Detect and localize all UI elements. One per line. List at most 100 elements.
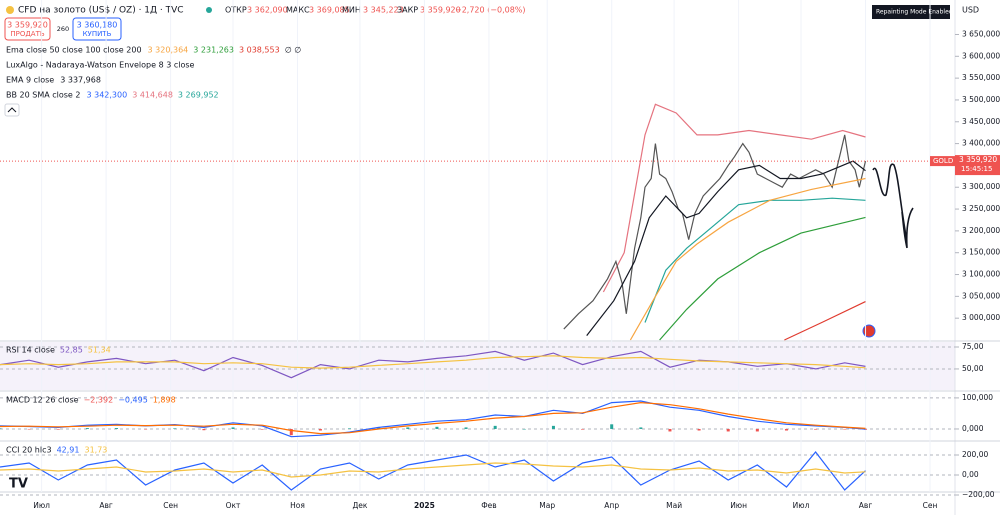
series-line (659, 216, 866, 341)
histogram-bar (668, 428, 672, 432)
market-status (206, 7, 212, 13)
price-tag-countdown: 15:45:15 (961, 165, 992, 173)
series-line (0, 451, 866, 491)
y-tick-label: 3 650,000 (962, 29, 1000, 38)
x-tick-label: Сен (923, 501, 938, 510)
indicator-value: 3 038,553 (239, 46, 280, 55)
histogram-bar (435, 426, 439, 429)
y-tick-label: 200,00 (962, 450, 988, 459)
y-tick-label: 3 050,000 (962, 291, 1000, 300)
x-tick-label: Мар (539, 501, 555, 510)
y-tick-label: 3 100,000 (962, 270, 1000, 279)
histogram-bar (493, 425, 497, 429)
y-tick-label: 3 550,000 (962, 73, 1000, 82)
histogram-bar (260, 428, 264, 430)
indicator-value: 3 231,263 (193, 46, 234, 55)
histogram-bar (464, 427, 468, 429)
histogram-bar (56, 428, 60, 430)
indicator-name: BB 20 SMA close 2 (6, 91, 80, 100)
badge: Repainting Mode Enabled (876, 9, 953, 16)
histogram-bar (85, 428, 89, 429)
x-tick-label: Окт (226, 501, 241, 510)
high-value: 3 369,085 (309, 6, 350, 15)
x-tick-label: Апр (604, 501, 619, 510)
histogram-bar (639, 427, 643, 429)
y-tick-label: 3 450,000 (962, 117, 1000, 126)
series-line (602, 103, 866, 293)
y-tick-label: 0,00 (962, 470, 979, 479)
high-label: МАКС (286, 6, 310, 15)
close-value: 3 359,920 (420, 6, 461, 15)
y-tick-label: 3 600,000 (962, 51, 1000, 60)
series-line (629, 177, 866, 341)
histogram-bar (318, 428, 322, 431)
series-line (784, 301, 866, 341)
x-tick-label: Июн (730, 501, 747, 510)
indicator-name: EMA 9 close (6, 76, 54, 85)
series-line (0, 355, 866, 369)
x-tick-label: Авг (859, 501, 873, 510)
series-line (586, 160, 866, 336)
indicator-value: 3 342,300 (86, 91, 127, 100)
histogram-bar (173, 428, 177, 429)
histogram-bar (144, 428, 148, 430)
spread: 260 (57, 25, 69, 33)
x-tick-label: Дек (352, 501, 367, 510)
indicator-value: 3 337,968 (60, 76, 101, 85)
buy-label: КУПИТЬ (83, 30, 112, 38)
price-tag-bg (955, 155, 1000, 176)
indicator-name: LuxAlgo - Nadaraya-Watson Envelope 8 3 c… (6, 61, 195, 70)
price-tag-symbol-bg (930, 156, 955, 167)
histogram-bar (348, 428, 352, 429)
pane-title: CCI 20 hlc3 (6, 446, 52, 455)
collapse-button[interactable] (4, 103, 20, 117)
histogram-bar (610, 424, 614, 429)
y-tick-label: 3 300,000 (962, 182, 1000, 191)
y-tick-label: 3 250,000 (962, 204, 1000, 213)
x-tick-label: Июл (33, 501, 50, 510)
symbol-title[interactable]: CFD на золото (US$ / OZ) · 1Д · TVC (18, 6, 184, 16)
pane-title: RSI 14 close (6, 346, 55, 355)
indicator-value: 3 269,952 (178, 91, 219, 100)
pane-value: 1,898 (153, 396, 176, 405)
histogram-bar (864, 428, 868, 430)
x-tick-label: Май (666, 501, 682, 510)
x-tick-label: Фев (481, 501, 497, 510)
currency[interactable]: USD (962, 6, 979, 15)
pane-title: MACD 12 26 close (6, 396, 79, 405)
histogram-bar (115, 428, 119, 429)
histogram-bar (377, 427, 381, 429)
y-tick-label: 3 150,000 (962, 248, 1000, 257)
flag-icon (862, 324, 876, 338)
x-tick-label: Ноя (290, 501, 305, 510)
x-tick-label: Июл (793, 501, 810, 510)
x-tick-label: 2025 (414, 501, 435, 510)
open-label: ОТКР (225, 6, 247, 15)
price-tag-price: 3 359,920 (959, 155, 997, 164)
histogram-bar (202, 428, 206, 431)
y-tick-label: −200,00 (962, 490, 995, 499)
histogram-bar (551, 425, 555, 429)
histogram-bar (0, 428, 2, 429)
buy-price: 3 360,180 (77, 21, 118, 30)
pane-value: 52,85 (60, 346, 83, 355)
histogram-bar (726, 428, 730, 432)
close-label: ЗАКР (397, 6, 418, 15)
histogram-bar (27, 428, 31, 430)
histogram-bar (406, 427, 410, 429)
indicator-value: ∅ ∅ (285, 46, 302, 55)
histogram-bar (784, 428, 788, 431)
histogram-bar (843, 428, 847, 430)
y-tick-label: 100,000 (962, 393, 993, 402)
series-line (0, 462, 866, 478)
histogram-bar (289, 428, 293, 436)
pane-value: 42,91 (57, 446, 80, 455)
drawing-arrow (872, 163, 914, 249)
series-line (644, 197, 866, 323)
histogram-bar (814, 428, 818, 430)
sell-button[interactable] (4, 17, 51, 41)
buy-button[interactable] (72, 17, 122, 41)
histogram-bar (231, 427, 235, 429)
pane-value: −0,495 (118, 396, 148, 405)
